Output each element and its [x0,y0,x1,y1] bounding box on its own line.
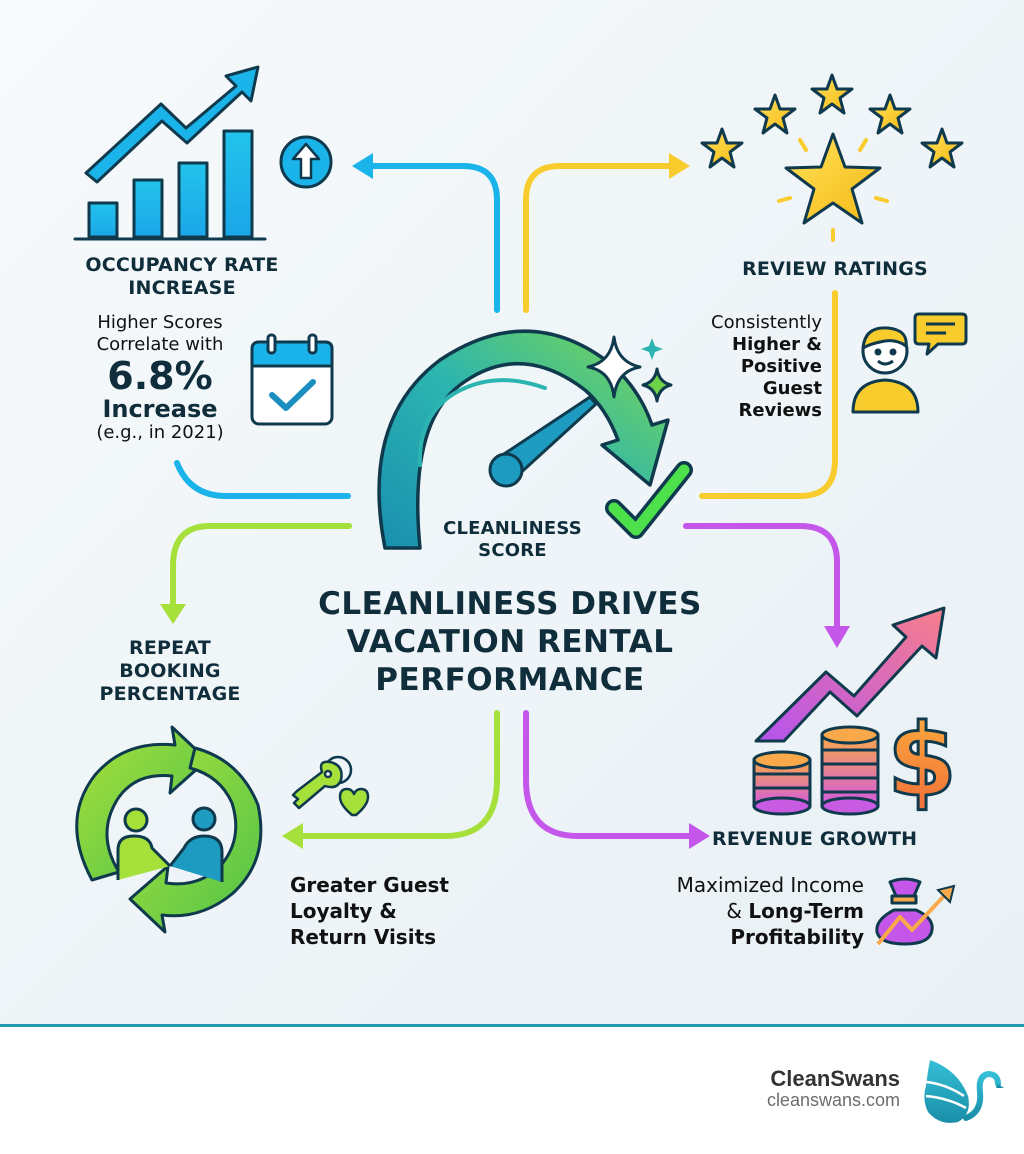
repeat-description: Greater Guest Loyalty & Return Visits [290,872,490,950]
brand-url[interactable]: cleanswans.com [766,1090,900,1110]
reviews-heading: REVIEW RATINGS [742,258,928,280]
arrow-to-occupancy [369,163,500,313]
title-line3: PERFORMANCE [375,662,645,698]
occupancy-heading-line1: OCCUPANCY RATE [85,254,279,276]
repeat-text-line2: Loyalty & [290,899,397,923]
gauge-label-line2: SCORE [478,540,547,561]
money-bag-icon [875,877,934,946]
title-line2: VACATION RENTAL [346,624,674,660]
revenue-text-line3: Profitability [730,925,864,949]
repeat-heading-line2: BOOKING [119,660,221,682]
stars-icon [700,73,964,225]
repeat-text-line1: Greater Guest [290,873,449,897]
main-title: CLEANLINESS DRIVES VACATION RENTAL PERFO… [290,585,730,699]
coin-stack-icon [752,725,880,816]
key-icon [291,755,353,810]
revenue-text-line2: Long-Term [748,899,864,923]
title-line1: CLEANLINESS DRIVES [318,586,702,622]
gauge-label: CLEANLINESS SCORE [395,518,630,562]
sparkle-icon [586,335,673,403]
occupancy-text-line2: Correlate with [96,334,224,355]
repeat-heading: REPEAT BOOKING PERCENTAGE [60,637,280,706]
calendar-check-icon [250,333,334,426]
occupancy-text-line1: Higher Scores [97,312,223,333]
connector-arrows: $ [73,65,968,946]
repeat-heading-line1: REPEAT [129,637,211,659]
swan-logo-icon [924,1060,1004,1123]
footer-divider [0,1024,1024,1027]
dollar-icon: $ [887,702,957,819]
reviews-text-line5: Reviews [738,400,822,421]
guest-speech-bubble-icon [851,312,968,414]
gauge-icon [377,329,670,550]
reviews-text-line4: Guest [762,378,822,399]
bar-chart-growth-icon [73,65,267,241]
occupancy-stat-label: Increase [102,395,218,423]
occupancy-heading: OCCUPANCY RATE INCREASE [52,254,312,300]
heart-icon [338,787,370,817]
revenue-description: Maximized Income & Long-Term Profitabili… [600,872,864,950]
occupancy-stat: 6.8% [107,354,213,398]
reviews-text-line2: Higher & [732,334,822,355]
footer [0,1027,1024,1154]
revenue-text-ampersand: & [726,899,749,923]
repeat-text-line3: Return Visits [290,925,437,949]
revenue-heading: REVENUE GROWTH [712,828,918,850]
reviews-description: Consistently Higher & Positive Guest Rev… [670,312,822,422]
up-arrow-circle-icon [279,135,333,189]
occupancy-heading-line2: INCREASE [128,277,236,299]
checkmark-icon [605,461,693,539]
repeat-heading-line3: PERCENTAGE [99,683,241,705]
occupancy-note: (e.g., in 2021) [96,422,224,443]
gauge-label-line1: CLEANLINESS [443,518,582,539]
growth-arrow-icon [754,606,946,743]
reviews-text-line3: Positive [740,356,822,377]
cycle-handshake-icon [75,725,263,934]
brand-name: CleanSwans [770,1066,900,1091]
reviews-text-line1: Consistently [711,312,822,333]
occupancy-description: Higher Scores Correlate with 6.8% Increa… [70,312,250,444]
revenue-text-line1: Maximized Income [676,873,864,897]
